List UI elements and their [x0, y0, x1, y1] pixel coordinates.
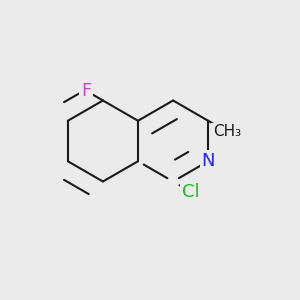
Text: N: N [201, 152, 215, 170]
Text: Cl: Cl [182, 183, 200, 201]
Text: CH₃: CH₃ [213, 124, 241, 139]
Text: F: F [81, 82, 91, 100]
